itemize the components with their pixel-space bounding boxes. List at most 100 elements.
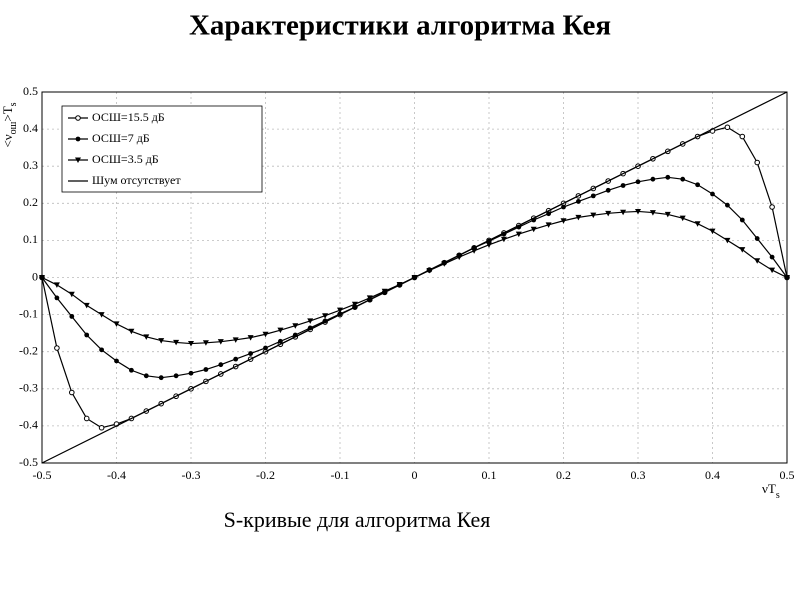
x-tick-label: -0.4 [107, 468, 126, 482]
marker [217, 339, 224, 345]
marker [530, 226, 537, 233]
marker [173, 339, 180, 346]
y-tick-label: -0.4 [19, 418, 38, 432]
marker [203, 367, 209, 372]
marker [709, 228, 716, 235]
marker [98, 424, 105, 431]
y-tick-label: 0.5 [23, 84, 38, 98]
marker [322, 313, 329, 319]
marker [68, 291, 75, 298]
marker [784, 275, 790, 281]
marker [233, 356, 239, 362]
marker [129, 367, 134, 373]
marker [561, 204, 566, 210]
marker [769, 267, 776, 274]
marker [69, 389, 75, 396]
legend-label: ОСШ=7 дБ [92, 131, 150, 145]
legend-label: ОСШ=15.5 дБ [92, 110, 165, 124]
marker [143, 334, 150, 340]
marker [650, 176, 656, 182]
y-label-part: ош [8, 121, 19, 134]
marker [277, 327, 284, 334]
x-label-part: s [776, 490, 780, 501]
marker [695, 182, 700, 188]
marker [769, 204, 775, 210]
marker [98, 312, 105, 318]
marker [500, 236, 507, 243]
marker [694, 221, 701, 227]
marker [471, 248, 478, 254]
marker [724, 124, 731, 131]
marker [158, 375, 164, 381]
marker [75, 136, 81, 142]
x-tick-label: -0.5 [33, 468, 52, 482]
marker [292, 323, 299, 329]
marker [441, 261, 448, 267]
y-label-part: >T [0, 106, 15, 121]
marker [590, 193, 596, 199]
marker [635, 179, 641, 185]
marker [679, 215, 686, 222]
marker [113, 321, 120, 327]
x-tick-label: 0.5 [780, 468, 795, 482]
y-tick-label: 0.4 [23, 121, 38, 135]
chart-title: Характеристики алгоритма Кея [189, 10, 611, 42]
marker [75, 115, 81, 121]
marker [278, 338, 283, 344]
x-tick-label: -0.2 [256, 468, 275, 482]
y-tick-label: -0.1 [19, 306, 38, 320]
y-tick-label: 0.2 [23, 195, 38, 209]
marker [83, 415, 90, 422]
marker [84, 332, 90, 338]
y-tick-label: -0.3 [19, 381, 38, 395]
marker [590, 212, 597, 219]
marker [351, 301, 358, 308]
marker [263, 345, 268, 351]
legend-label: ОСШ=3.5 дБ [92, 152, 159, 166]
marker [83, 302, 90, 309]
marker [665, 174, 671, 180]
marker [173, 373, 179, 379]
marker [99, 347, 104, 353]
x-tick-label: 0.3 [631, 468, 646, 482]
y-label-part: <ν [0, 134, 15, 147]
marker [710, 191, 715, 197]
marker [202, 340, 209, 346]
marker [188, 341, 194, 347]
marker [739, 217, 745, 223]
y-label-part: s [8, 102, 19, 106]
marker [69, 314, 75, 319]
marker [128, 328, 135, 335]
marker [664, 211, 671, 218]
marker [158, 338, 165, 344]
x-tick-label: -0.3 [182, 468, 201, 482]
marker [546, 211, 551, 217]
series-line [41, 91, 788, 464]
marker [754, 258, 761, 264]
marker [337, 307, 343, 314]
y-tick-label: -0.5 [19, 455, 38, 469]
marker [739, 133, 746, 140]
legend-box [61, 105, 263, 193]
marker [576, 199, 581, 204]
y-axis-label: <νош>Ts [0, 102, 19, 147]
y-tick-label: 0 [32, 269, 38, 283]
marker [635, 208, 641, 215]
legend-label: Шум отсутствует [92, 173, 181, 187]
marker [754, 236, 760, 241]
marker [769, 254, 775, 260]
marker [724, 237, 731, 244]
x-tick-label: -0.1 [331, 468, 350, 482]
marker [739, 247, 746, 253]
marker [605, 187, 611, 193]
marker [605, 210, 612, 217]
marker [486, 242, 492, 248]
marker [247, 335, 254, 341]
marker [218, 362, 224, 368]
y-tick-label: -0.2 [19, 343, 38, 357]
marker [75, 157, 81, 163]
marker [54, 345, 60, 351]
x-axis-label: νTs [762, 481, 780, 501]
marker [248, 351, 254, 356]
y-tick-label: 0.1 [23, 232, 38, 246]
